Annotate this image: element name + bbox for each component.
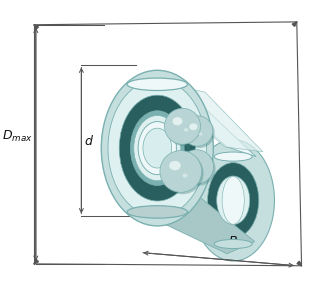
Ellipse shape [127, 78, 187, 91]
Ellipse shape [192, 140, 275, 261]
Ellipse shape [162, 152, 204, 194]
Ellipse shape [184, 118, 215, 148]
Ellipse shape [182, 116, 213, 146]
Ellipse shape [217, 176, 250, 225]
Ellipse shape [101, 70, 213, 226]
Ellipse shape [208, 163, 259, 238]
Ellipse shape [138, 122, 177, 175]
Text: $B$: $B$ [228, 235, 238, 248]
Ellipse shape [187, 158, 196, 166]
Ellipse shape [127, 206, 187, 218]
Polygon shape [297, 261, 302, 266]
Ellipse shape [189, 123, 198, 130]
Ellipse shape [143, 128, 172, 168]
Ellipse shape [184, 128, 188, 132]
Wedge shape [176, 123, 201, 148]
Polygon shape [34, 259, 39, 264]
Ellipse shape [131, 85, 184, 99]
Wedge shape [176, 148, 201, 173]
Polygon shape [149, 80, 256, 157]
Ellipse shape [130, 111, 184, 185]
Text: $D_{max}$: $D_{max}$ [2, 129, 33, 144]
Ellipse shape [160, 151, 202, 192]
Polygon shape [146, 80, 263, 152]
Ellipse shape [164, 108, 201, 144]
Polygon shape [292, 22, 297, 26]
Ellipse shape [119, 95, 195, 201]
Ellipse shape [173, 117, 182, 125]
Ellipse shape [214, 239, 252, 248]
Ellipse shape [214, 152, 252, 161]
Ellipse shape [169, 161, 181, 170]
Ellipse shape [198, 169, 202, 172]
Ellipse shape [182, 173, 188, 178]
Ellipse shape [128, 79, 187, 90]
Polygon shape [34, 25, 39, 29]
Ellipse shape [180, 150, 214, 184]
Ellipse shape [166, 110, 202, 146]
Ellipse shape [134, 116, 181, 181]
Ellipse shape [128, 206, 187, 218]
Ellipse shape [222, 176, 244, 224]
Ellipse shape [199, 133, 203, 136]
Polygon shape [149, 191, 255, 254]
Ellipse shape [131, 197, 184, 211]
Text: $d$: $d$ [84, 134, 94, 148]
Ellipse shape [181, 152, 215, 186]
Ellipse shape [108, 80, 207, 217]
